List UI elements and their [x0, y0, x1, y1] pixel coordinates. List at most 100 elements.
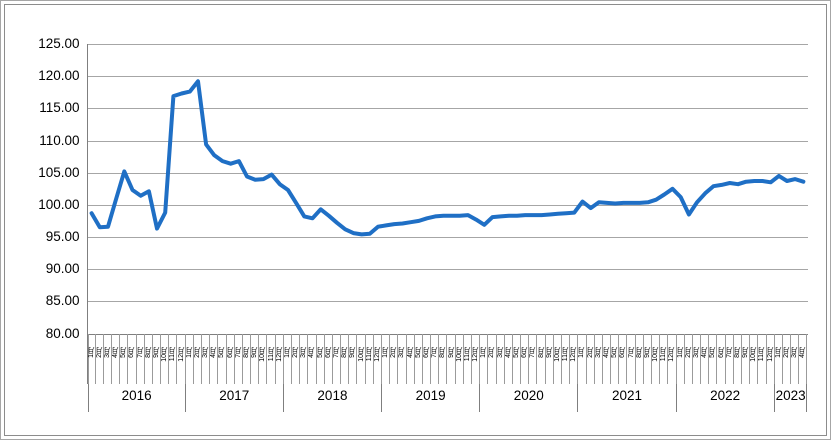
y-axis-line [86, 44, 88, 384]
month-tick-cell: 6月 [128, 333, 137, 384]
month-tick-cell: 9月 [742, 333, 751, 384]
month-tick-cell: 4月 [112, 333, 121, 384]
gridline [87, 301, 808, 303]
month-tick-cell: 2月 [783, 333, 792, 384]
month-tick-cell: 6月 [227, 333, 235, 384]
month-tick-cell: 11月 [464, 333, 473, 384]
month-tick-cell: 10月 [652, 333, 661, 384]
month-tick-cell: 3月 [791, 333, 800, 384]
month-tick-cell: 12月 [570, 333, 579, 384]
month-tick-cell: 10月 [161, 333, 170, 384]
year-label-cell: 2016 [87, 384, 186, 412]
month-tick-cell: 6月 [325, 333, 333, 384]
y-axis-label: 110.00 [39, 132, 80, 148]
month-tick-cell: 4月 [701, 333, 710, 384]
month-tick-cell: 6月 [521, 333, 530, 384]
month-tick-cell: 4月 [308, 333, 317, 384]
month-tick-cell: 1月 [284, 333, 293, 384]
month-tick-cell: 9月 [153, 333, 162, 384]
month-tick-cell: 2月 [587, 333, 595, 384]
month-tick-cell: 11月 [660, 333, 669, 384]
month-tick-cell: 1月 [87, 333, 96, 384]
month-tick-cell: 7月 [431, 333, 440, 384]
month-tick-cell: 3月 [104, 333, 113, 384]
year-label: 2019 [415, 388, 446, 403]
gridline [87, 108, 808, 110]
month-tick-cell: 5月 [120, 333, 129, 384]
month-tick-cell: 12月 [472, 333, 481, 384]
month-tick-cell: 6月 [619, 333, 628, 384]
month-tick-cell: 5月 [513, 333, 522, 384]
data-line [89, 79, 806, 237]
chart-frame: 125.00 120.00 115.00 110.00 105.00 100.00 95.0… [4, 4, 827, 436]
gridline [87, 140, 808, 142]
month-tick-cell: 11月 [758, 333, 767, 384]
year-label: 2018 [317, 388, 348, 403]
gridline [87, 269, 808, 271]
month-tick-cell: 1月 [480, 333, 489, 384]
y-axis-label: 125.00 [38, 36, 80, 51]
month-tick-cell: 12月 [767, 333, 775, 384]
month-tick-cell: 2月 [390, 333, 399, 384]
month-tick-cell: 8月 [734, 333, 743, 384]
year-label: 2023 [775, 388, 806, 403]
month-tick-cell: 11月 [268, 333, 276, 384]
month-tick-cell: 7月 [137, 333, 145, 384]
month-tick-cell: 10月 [750, 333, 759, 384]
year-label-cell: 2019 [382, 384, 481, 412]
month-tick-cell: 5月 [218, 333, 227, 384]
month-tick-cell: 9月 [644, 333, 653, 384]
year-label: 2022 [710, 388, 741, 403]
month-tick-cell: 8月 [439, 333, 448, 384]
month-tick-cell: 10月 [554, 333, 563, 384]
gridline [87, 76, 808, 78]
y-axis-label: 105.00 [38, 164, 80, 180]
month-tick-cell: 12月 [276, 333, 284, 384]
month-tick-cell: 2月 [685, 333, 693, 384]
y-axis-label: 120.00 [38, 68, 80, 84]
month-tick-cell: 8月 [538, 333, 546, 384]
year-label-cell: 2021 [578, 384, 677, 412]
month-tick-cell: 2月 [488, 333, 497, 384]
month-tick-cell: 6月 [423, 333, 432, 384]
gridline [87, 204, 808, 206]
month-tick-cell: 9月 [349, 333, 358, 384]
month-tick-cell: 9月 [448, 333, 456, 384]
gridline [87, 44, 808, 45]
y-axis-label: 95.00 [45, 229, 80, 244]
month-tick-cell: 3月 [595, 333, 603, 384]
year-label-cell: 2022 [677, 384, 775, 412]
month-tick-cell: 8月 [636, 333, 644, 384]
month-tick-cell: 10月 [456, 333, 464, 384]
month-tick-cell: 3月 [693, 333, 702, 384]
month-tick-cell: 7月 [333, 333, 342, 384]
month-tick-cell: 4月 [210, 333, 219, 384]
month-tick-label: 4月 [799, 346, 807, 358]
month-tick-cell: 5月 [415, 333, 423, 384]
gridline [87, 237, 808, 238]
month-tick-cell: 6月 [718, 333, 726, 384]
year-label-cell: 2023 [775, 384, 808, 412]
month-tick-cell: 3月 [300, 333, 309, 384]
year-label: 2016 [121, 388, 152, 403]
month-tick-cell: 12月 [178, 333, 186, 384]
year-label: 2017 [219, 388, 250, 403]
y-axis-label: 90.00 [45, 261, 80, 277]
month-tick-cell: 1月 [775, 333, 783, 384]
month-tick-cell: 11月 [366, 333, 374, 384]
month-tick-cell: 4月 [505, 333, 513, 384]
year-label: 2021 [611, 388, 643, 403]
month-tick-cell: 7月 [529, 333, 538, 384]
month-tick-cell: 7月 [628, 333, 636, 384]
month-tick-cell: 11月 [169, 333, 178, 384]
month-tick-cell: 1月 [382, 333, 391, 384]
month-tick-cell: 9月 [546, 333, 554, 384]
month-tick-cell: 11月 [562, 333, 571, 384]
month-tick-cell: 2月 [194, 333, 203, 384]
month-tick-cell: 4月 [603, 333, 612, 384]
month-tick-cell: 3月 [398, 333, 407, 384]
month-tick-cell: 4月 [799, 333, 808, 384]
year-label-cell: 2020 [480, 384, 579, 412]
month-tick-cell: 3月 [202, 333, 211, 384]
